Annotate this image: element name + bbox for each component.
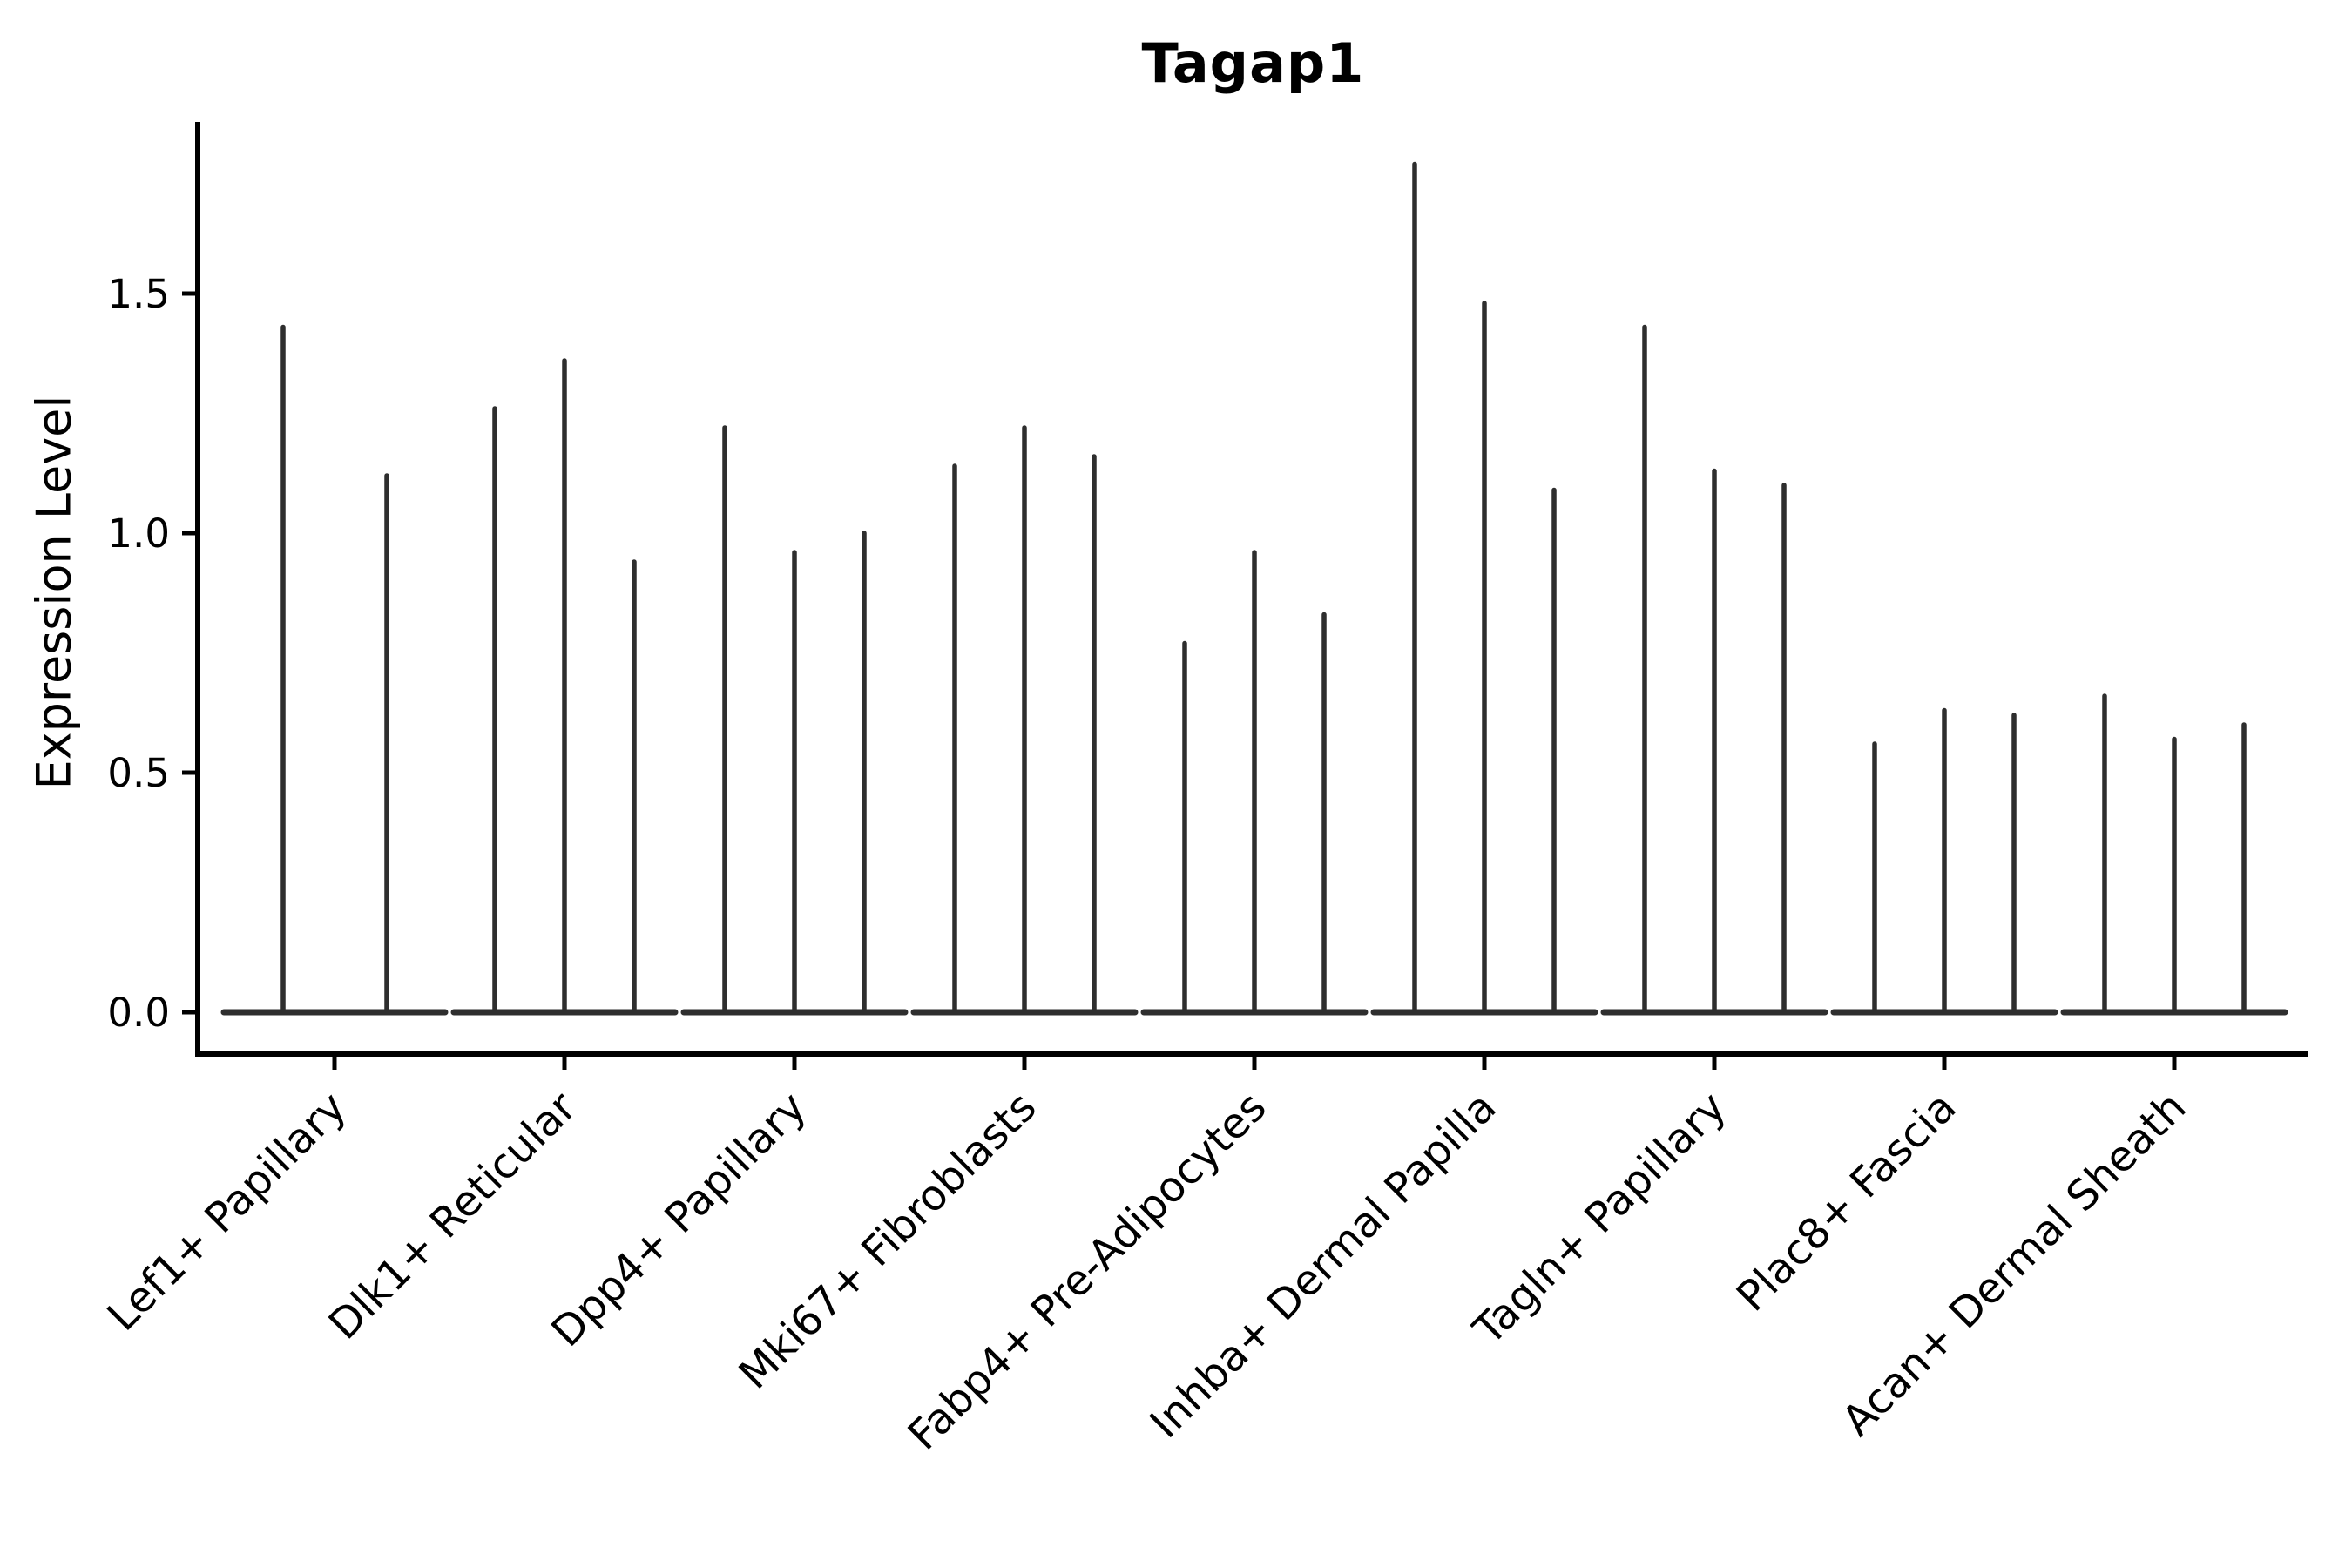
x-tick-label: Plac8+ Fascia <box>1727 1083 1966 1321</box>
y-tick-label: 1.0 <box>107 510 170 557</box>
y-tick-label: 0.5 <box>107 750 170 796</box>
x-tick-label: Dpp4+ Papillary <box>542 1083 815 1356</box>
y-tick-label: 1.5 <box>107 271 170 317</box>
x-tick-label: Dlk1+ Reticular <box>320 1083 586 1349</box>
y-tick-label: 0.0 <box>107 990 170 1036</box>
x-tick-label: Tagln+ Papillary <box>1463 1083 1735 1355</box>
chart-title: Tagap1 <box>1141 31 1365 95</box>
x-tick-label: Lef1+ Papillary <box>98 1083 356 1341</box>
